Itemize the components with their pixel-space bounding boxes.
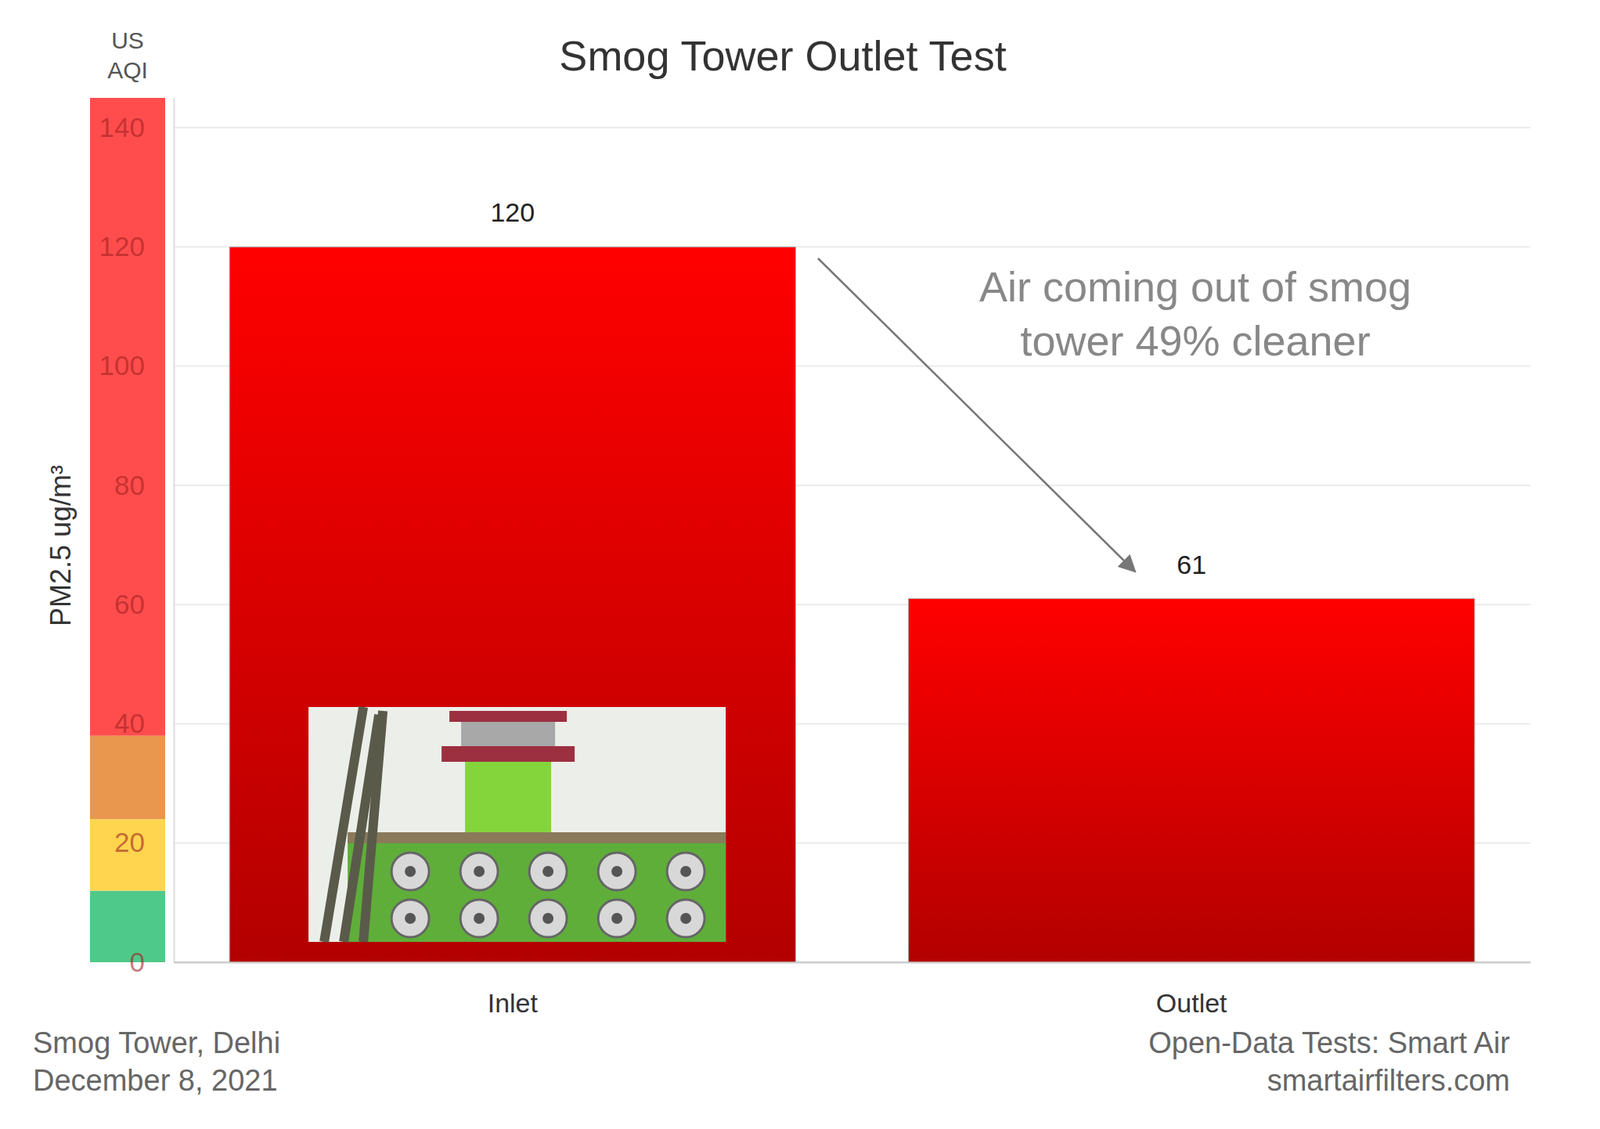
photo-fan (542, 865, 554, 877)
photo-building (347, 839, 726, 942)
photo-background (308, 706, 726, 942)
photo-fan (404, 865, 416, 877)
photo-fan (460, 899, 498, 937)
photo-tree (363, 710, 383, 942)
y-tick: 40 (114, 707, 174, 739)
aqi-color-bar (90, 97, 166, 963)
y-tick: 120 (99, 230, 174, 262)
photo-fan (529, 899, 567, 937)
photo-fan (404, 912, 416, 924)
y-tick: 100 (99, 349, 174, 381)
grid-line (173, 126, 1531, 129)
x-axis: Inlet Outlet (174, 962, 1532, 1018)
photo-fan (611, 912, 623, 924)
y-tick: 60 (114, 588, 174, 620)
x-tick-label: Outlet (1156, 987, 1228, 1018)
photo-roof (461, 718, 555, 746)
footer-right: Open-Data Tests: Smart Air (1148, 1026, 1510, 1060)
y-tick: 140 (99, 111, 174, 143)
aqi-band (90, 97, 166, 736)
color-bar-label: US (111, 27, 145, 54)
aqi-band (90, 818, 166, 891)
photo-fan (391, 899, 429, 937)
annotation: tower 49% cleaner (1019, 317, 1370, 364)
y-tick-label: 40 (114, 707, 145, 739)
chart-svg: Smog Tower Outlet Test US AQI 0 20 40 60 80 100 1… (0, 0, 1600, 1129)
footer-right: smartairfilters.com (1267, 1063, 1510, 1097)
photo-fan (611, 865, 623, 877)
grid (173, 127, 1531, 963)
x-tick: Outlet (1156, 962, 1228, 1018)
aqi-band (90, 890, 166, 963)
color-bar-label: AQI (107, 57, 148, 83)
y-tick-label: 80 (114, 469, 145, 501)
bar (908, 598, 1474, 963)
y-tick-label: 120 (99, 230, 145, 262)
footer-left: December 8, 2021 (32, 1063, 278, 1097)
photo-fan (391, 852, 429, 891)
photo-fan (598, 852, 636, 891)
y-tick: 0 (129, 946, 174, 977)
x-tick: Inlet (487, 962, 539, 1018)
data-label: 61 (1176, 549, 1207, 580)
y-tick-label: 140 (99, 111, 145, 143)
title: Smog Tower Outlet Test (558, 32, 1006, 80)
bars (229, 246, 1475, 963)
y-tick-label: 20 (114, 826, 145, 858)
photo-fan (460, 852, 498, 891)
data-labels: 120 61 (490, 197, 1207, 579)
photo-fan (529, 852, 567, 891)
y-tick: 80 (114, 469, 174, 501)
y-axis-line (173, 98, 176, 963)
aqi-band (90, 735, 166, 820)
photo-fan (542, 912, 554, 924)
photo-roof (449, 710, 567, 722)
chart-root: Smog Tower Outlet Test US AQI 0 20 40 60 80 100 1… (0, 0, 1600, 1129)
y-axis: 0 20 40 60 80 100 120 140 (99, 98, 175, 977)
y-tick-label: 0 (129, 946, 145, 977)
bar (229, 246, 796, 963)
annotation: Air coming out of smog (979, 263, 1412, 310)
y-axis-title: PM2.5 ug/m³ (44, 464, 77, 627)
footer-left: Smog Tower, Delhi (32, 1026, 281, 1060)
photo-inset (308, 706, 726, 942)
y-tick-label: 100 (99, 349, 145, 381)
photo-fan (473, 912, 485, 924)
photo-fan (598, 899, 636, 937)
photo-fan (666, 852, 705, 891)
x-tick-label: Inlet (487, 987, 539, 1018)
photo-fan (666, 899, 705, 937)
x-axis-line (174, 962, 1532, 964)
photo-building (347, 832, 726, 844)
data-label: 120 (490, 197, 535, 228)
photo-roof (441, 745, 575, 762)
photo-fan (680, 865, 692, 877)
y-tick: 20 (114, 826, 174, 858)
photo-fan (680, 912, 692, 924)
y-tick-label: 60 (114, 588, 145, 620)
photo-fan (473, 865, 485, 877)
